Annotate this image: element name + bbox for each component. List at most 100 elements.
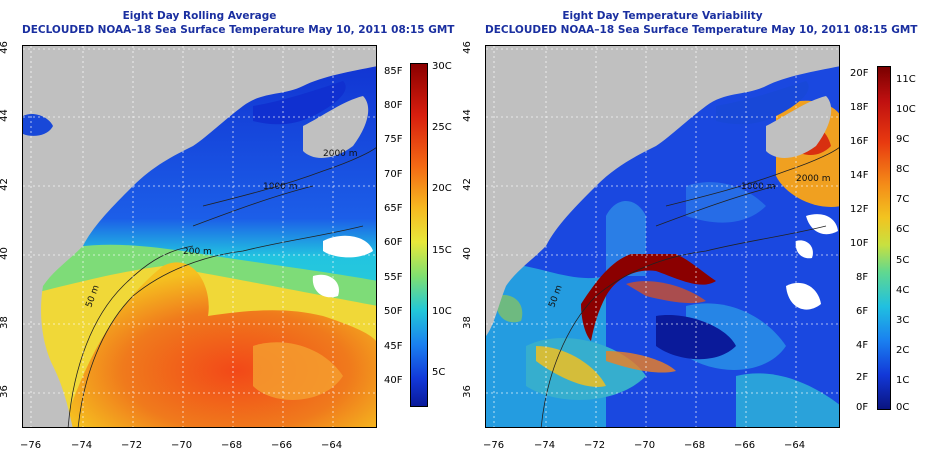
colorbar-label-f: 4F — [856, 340, 869, 351]
colorbar-label-f: 85F — [384, 66, 403, 77]
colorbar-label-c: 20C — [432, 183, 452, 194]
colorbar-label-c: 3C — [896, 315, 910, 326]
y-tick-label: 44 — [0, 109, 10, 122]
no-data-patch — [786, 282, 821, 310]
left-colorbar — [410, 63, 428, 407]
depth-contour-200m — [77, 225, 364, 427]
colorbar-label-f: 65F — [384, 203, 403, 214]
contour-label: 2000 m — [796, 174, 831, 184]
y-tick-label: 40 — [0, 247, 10, 260]
contour-label: 1000 m — [263, 182, 298, 192]
colorbar-label-c: 10C — [896, 104, 916, 115]
nova-scotia — [766, 96, 832, 158]
colorbar-label-c: 4C — [896, 285, 910, 296]
colorbar-label-c: 5C — [896, 255, 910, 266]
colorbar-label-f: 80F — [384, 100, 403, 111]
depth-contour-2000m — [202, 147, 376, 207]
left-map-subtitle: DECLOUDED NOAA–18 Sea Surface Temperatur… — [22, 24, 455, 36]
right-map-subtitle: DECLOUDED NOAA–18 Sea Surface Temperatur… — [485, 24, 918, 36]
colorbar-label-f: 18F — [850, 102, 869, 113]
gulf-stream-max-variability — [581, 254, 716, 341]
y-tick-label: 36 — [461, 385, 473, 398]
left-map-title: Eight Day Rolling Average — [122, 10, 277, 22]
y-tick-label: 38 — [0, 316, 10, 329]
left-sst-image: 2000 m 1000 m 200 m 50 m — [23, 46, 376, 427]
variability-band — [606, 351, 676, 373]
colorbar-label-c: 10C — [432, 306, 452, 317]
x-tick-label: −66 — [734, 440, 756, 451]
x-tick-label: −64 — [784, 440, 806, 451]
x-tick-label: −74 — [534, 440, 556, 451]
x-tick-label: −74 — [71, 440, 93, 451]
y-tick-label: 44 — [461, 109, 473, 122]
colorbar-label-c: 6C — [896, 224, 910, 235]
nova-scotia — [303, 96, 369, 158]
colorbar-label-f: 60F — [384, 237, 403, 248]
x-tick-label: −76 — [20, 440, 42, 451]
contour-label: 2000 m — [323, 149, 358, 159]
y-tick-label: 46 — [0, 41, 10, 54]
colorbar-label-c: 0C — [896, 402, 910, 413]
colorbar-label-f: 50F — [384, 306, 403, 317]
cloud-patch — [312, 274, 339, 298]
colorbar-label-f: 2F — [856, 372, 869, 383]
x-tick-label: −76 — [483, 440, 505, 451]
graticule — [23, 46, 376, 427]
no-data-patch — [795, 240, 813, 259]
colorbar-label-c: 9C — [896, 134, 910, 145]
variability-band — [536, 346, 606, 387]
colorbar-label-c: 5C — [432, 367, 446, 378]
right-colorbar — [877, 66, 891, 410]
depth-contour-2000m — [665, 147, 839, 207]
colorbar-label-c: 25C — [432, 122, 452, 133]
x-tick-label: −70 — [171, 440, 193, 451]
colorbar-label-c: 8C — [896, 164, 910, 175]
y-tick-label: 42 — [461, 178, 473, 191]
y-tick-label: 38 — [461, 316, 473, 329]
colorbar-label-f: 45F — [384, 341, 403, 352]
depth-contour-1000m — [655, 185, 777, 227]
colorbar-label-c: 11C — [896, 74, 916, 85]
y-tick-label: 40 — [461, 247, 473, 260]
coastal-water — [23, 114, 53, 136]
colorbar-label-f: 12F — [850, 204, 869, 215]
x-tick-label: −68 — [221, 440, 243, 451]
x-tick-label: −64 — [321, 440, 343, 451]
colorbar-label-f: 40F — [384, 375, 403, 386]
warm-eddy — [253, 342, 343, 400]
colorbar-label-c: 1C — [896, 375, 910, 386]
y-tick-label: 36 — [0, 385, 10, 398]
x-tick-label: −72 — [121, 440, 143, 451]
colorbar-label-c: 30C — [432, 61, 452, 72]
colorbar-label-f: 75F — [384, 134, 403, 145]
colorbar-label-c: 7C — [896, 194, 910, 205]
colorbar-label-f: 6F — [856, 306, 869, 317]
depth-contour-1000m — [192, 185, 314, 227]
y-tick-label: 42 — [0, 178, 10, 191]
right-variability-map: 2000 m 1000 m 50 m — [485, 45, 840, 428]
land-mass — [23, 46, 376, 427]
right-variability-image: 2000 m 1000 m 50 m — [486, 46, 839, 427]
colorbar-label-f: 70F — [384, 169, 403, 180]
contour-label: 1000 m — [741, 182, 776, 192]
graticule — [486, 46, 839, 427]
left-sst-map: 2000 m 1000 m 200 m 50 m — [22, 45, 377, 428]
right-map-title: Eight Day Temperature Variability — [562, 10, 763, 22]
colorbar-label-f: 10F — [850, 238, 869, 249]
colorbar-label-f: 14F — [850, 170, 869, 181]
colorbar-label-f: 0F — [856, 402, 869, 413]
colorbar-label-f: 20F — [850, 68, 869, 79]
cloud-patch — [323, 235, 373, 258]
gulf-of-maine — [716, 81, 809, 125]
colorbar-label-c: 2C — [896, 345, 910, 356]
contour-label: 200 m — [183, 247, 212, 257]
depth-contour-200m — [540, 225, 827, 427]
y-tick-label: 46 — [461, 41, 473, 54]
x-tick-label: −72 — [584, 440, 606, 451]
x-tick-label: −66 — [271, 440, 293, 451]
colorbar-label-c: 15C — [432, 245, 452, 256]
colorbar-label-f: 55F — [384, 272, 403, 283]
colorbar-label-f: 16F — [850, 136, 869, 147]
x-tick-label: −70 — [634, 440, 656, 451]
gulf-of-maine — [253, 81, 346, 125]
